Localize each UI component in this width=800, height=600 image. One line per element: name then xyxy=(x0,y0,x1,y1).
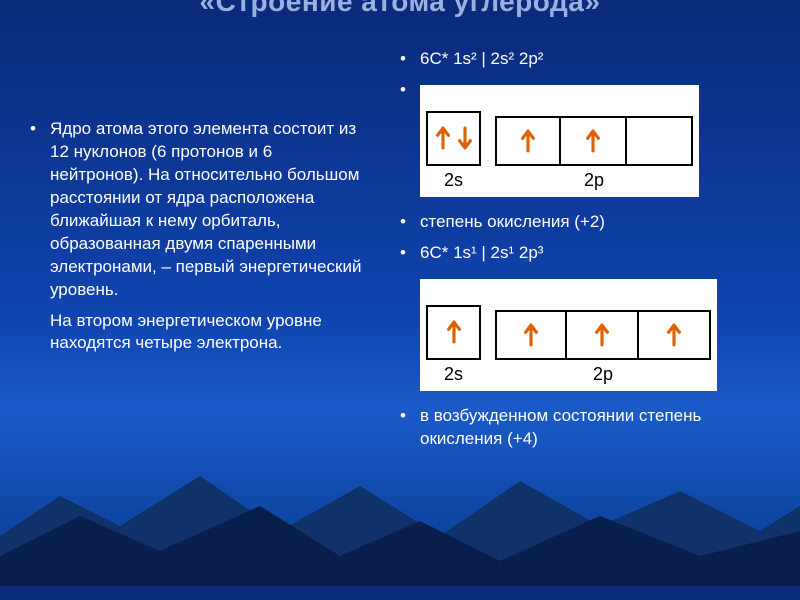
arrow-up-icon xyxy=(665,319,683,351)
content: Ядро атома этого элемента состоит из 12 … xyxy=(0,18,800,469)
arrow-up-icon xyxy=(519,125,537,157)
orbital-2p-cell xyxy=(495,116,561,166)
label-2p: 2p xyxy=(584,170,604,191)
orbital-2p-cell xyxy=(561,116,627,166)
arrow-up-icon xyxy=(593,319,611,351)
orbital-2p-cell xyxy=(627,116,693,166)
page-title: «Строение атома углерода» xyxy=(0,0,800,18)
formula1: 6C* 1s² | 2s² 2p² xyxy=(400,48,770,71)
orbital-2p-cell xyxy=(495,310,567,360)
orbital-2p-cell xyxy=(639,310,711,360)
orbital-2s-cell xyxy=(426,111,481,166)
right-column: 6C* 1s² | 2s² 2p² 2s 2p степень окислени… xyxy=(400,28,770,459)
orbital-2s-cell xyxy=(426,305,481,360)
label-2s: 2s xyxy=(444,170,463,191)
left-para1: Ядро атома этого элемента состоит из 12 … xyxy=(30,118,370,302)
left-para2: На втором энергетическом уровне находятс… xyxy=(30,310,370,356)
left-column: Ядро атома этого элемента состоит из 12 … xyxy=(30,28,370,459)
oxidation1: степень окисления (+2) xyxy=(400,211,770,234)
formula2: 6C* 1s¹ | 2s¹ 2p³ xyxy=(400,242,770,265)
orbital-2p-cell xyxy=(567,310,639,360)
arrow-down-icon xyxy=(456,122,474,154)
label-2s: 2s xyxy=(444,364,463,385)
arrow-up-icon xyxy=(445,316,463,348)
orbital-diagram-2: 2s 2p xyxy=(420,279,717,391)
arrow-up-icon xyxy=(434,122,452,154)
arrow-up-icon xyxy=(584,125,602,157)
orbital-diagram-1: 2s 2p xyxy=(420,85,699,197)
arrow-up-icon xyxy=(522,319,540,351)
excited-note: в возбужденном состоянии степень окислен… xyxy=(400,405,770,451)
label-2p: 2p xyxy=(593,364,613,385)
